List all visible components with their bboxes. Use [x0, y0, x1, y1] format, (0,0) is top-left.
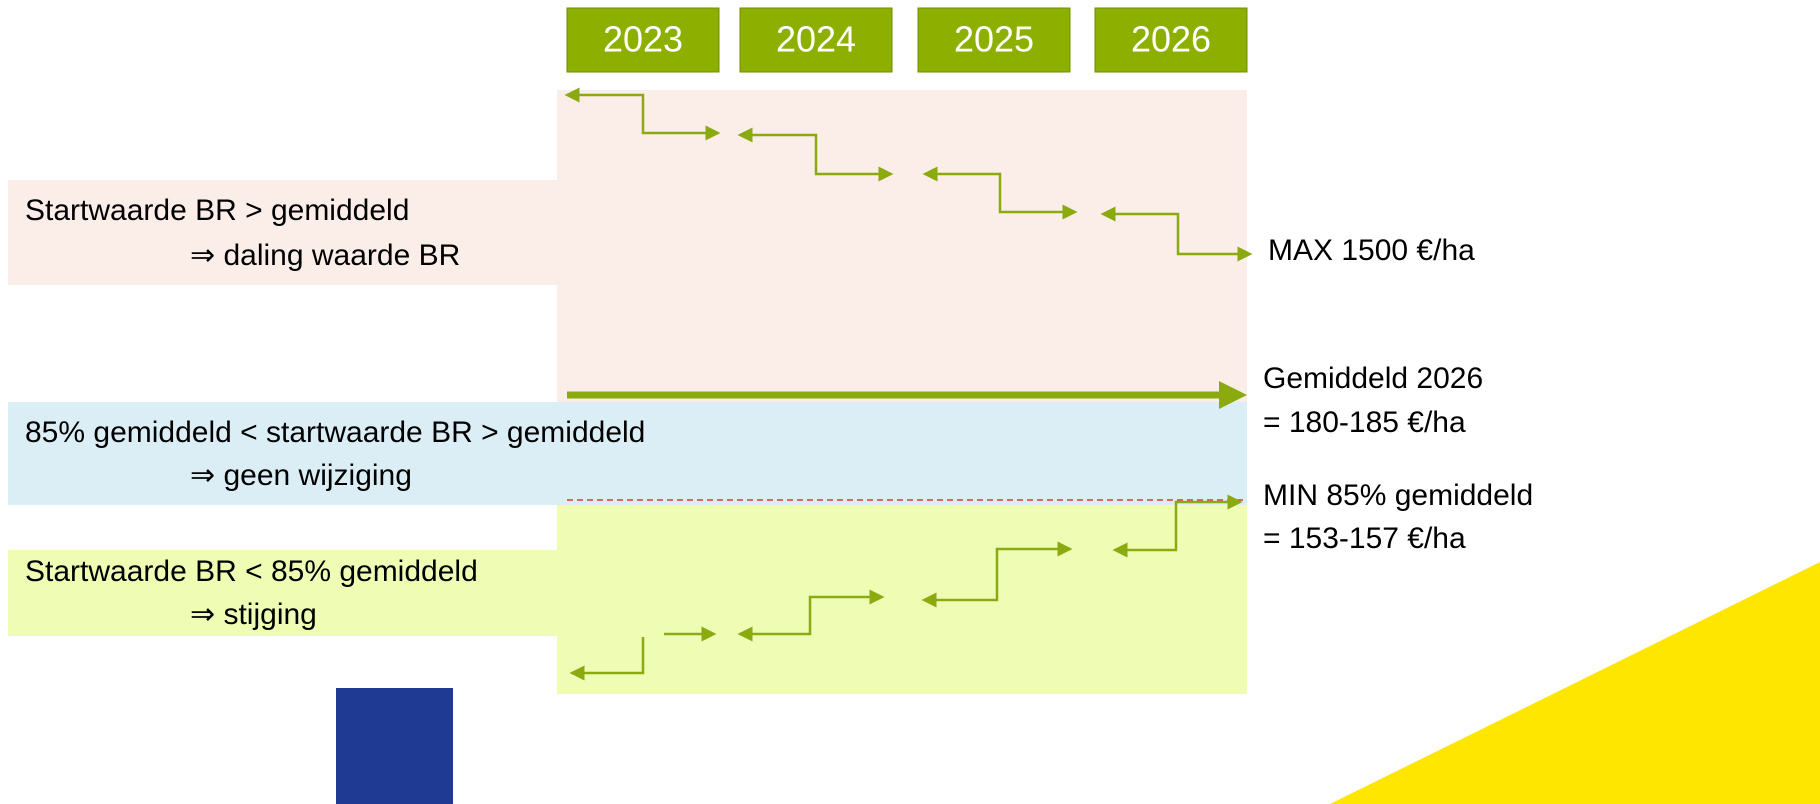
step-arrow [1112, 494, 1243, 558]
minimum-label: MIN 85% gemiddeld [1263, 479, 1533, 512]
zone-label: Startwaarde BR < 85% gemiddeld [25, 555, 478, 588]
step-arrow [569, 637, 645, 681]
step-arrow [1100, 206, 1253, 262]
year-box [739, 7, 893, 73]
average-label: Gemiddeld 2026 [1263, 362, 1483, 395]
step-arrow [737, 127, 894, 182]
year-label: 2024 [776, 19, 856, 60]
increase-label-box [8, 550, 557, 636]
decrease-label-box [8, 180, 557, 285]
decrease-arrows [564, 87, 1253, 262]
minimum-value: = 153-157 €/ha [1263, 522, 1466, 555]
year-box [566, 7, 720, 73]
zone-label: ⇒ daling waarde BR [190, 239, 460, 272]
year-label: 2026 [1131, 19, 1211, 60]
year-label: 2023 [603, 19, 683, 60]
step-arrow [922, 166, 1078, 220]
zone-label: Startwaarde BR > gemiddeld [25, 194, 409, 227]
year-header: 2023 2024 2025 2026 [566, 7, 1248, 73]
year-box [1094, 7, 1248, 73]
year-box [917, 7, 1071, 73]
zone-label: ⇒ stijging [190, 598, 317, 631]
corner-decoration [1330, 562, 1820, 804]
zone-label: ⇒ geen wijziging [190, 459, 412, 492]
year-label: 2025 [954, 19, 1034, 60]
max-label: MAX 1500 €/ha [1268, 234, 1475, 267]
step-arrow [564, 87, 721, 141]
zone-label: 85% gemiddeld < startwaarde BR > gemidde… [25, 416, 645, 449]
average-value: = 180-185 €/ha [1263, 406, 1466, 439]
increase-arrows [569, 494, 1243, 681]
step-arrow [921, 541, 1073, 608]
decrease-zone [557, 90, 1247, 402]
step-arrow [737, 589, 885, 642]
logo-fragment [336, 688, 453, 804]
increase-zone [557, 505, 1247, 694]
stable-zone [8, 402, 1247, 505]
